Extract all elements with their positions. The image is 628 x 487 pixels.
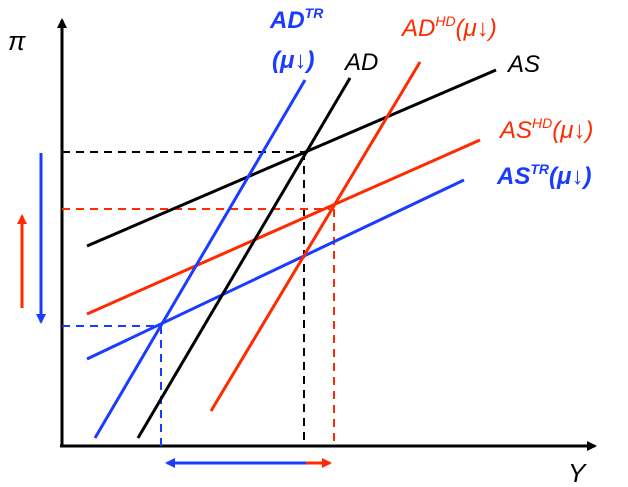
as-curve: [86, 68, 497, 248]
as-label: AS: [506, 51, 540, 78]
ad-label: AD: [343, 49, 378, 76]
as-tr-curve: [86, 178, 465, 361]
as-hd-label: ASHD(μ↓): [498, 115, 593, 144]
ad-curve: [136, 77, 352, 439]
ad-tr-note: (μ↓): [272, 47, 314, 74]
ad-hd-curve: [209, 61, 422, 412]
ad-tr-curve: [93, 79, 307, 439]
as-hd-curve: [86, 138, 481, 316]
y-axis-label: π: [8, 26, 26, 56]
as-tr-label: ASTR(μ↓): [496, 161, 591, 190]
ad-tr-label: ADTR: [269, 5, 324, 34]
ad-hd-label: ADHD(μ↓): [400, 13, 497, 42]
x-axis-label: Y: [568, 458, 587, 487]
